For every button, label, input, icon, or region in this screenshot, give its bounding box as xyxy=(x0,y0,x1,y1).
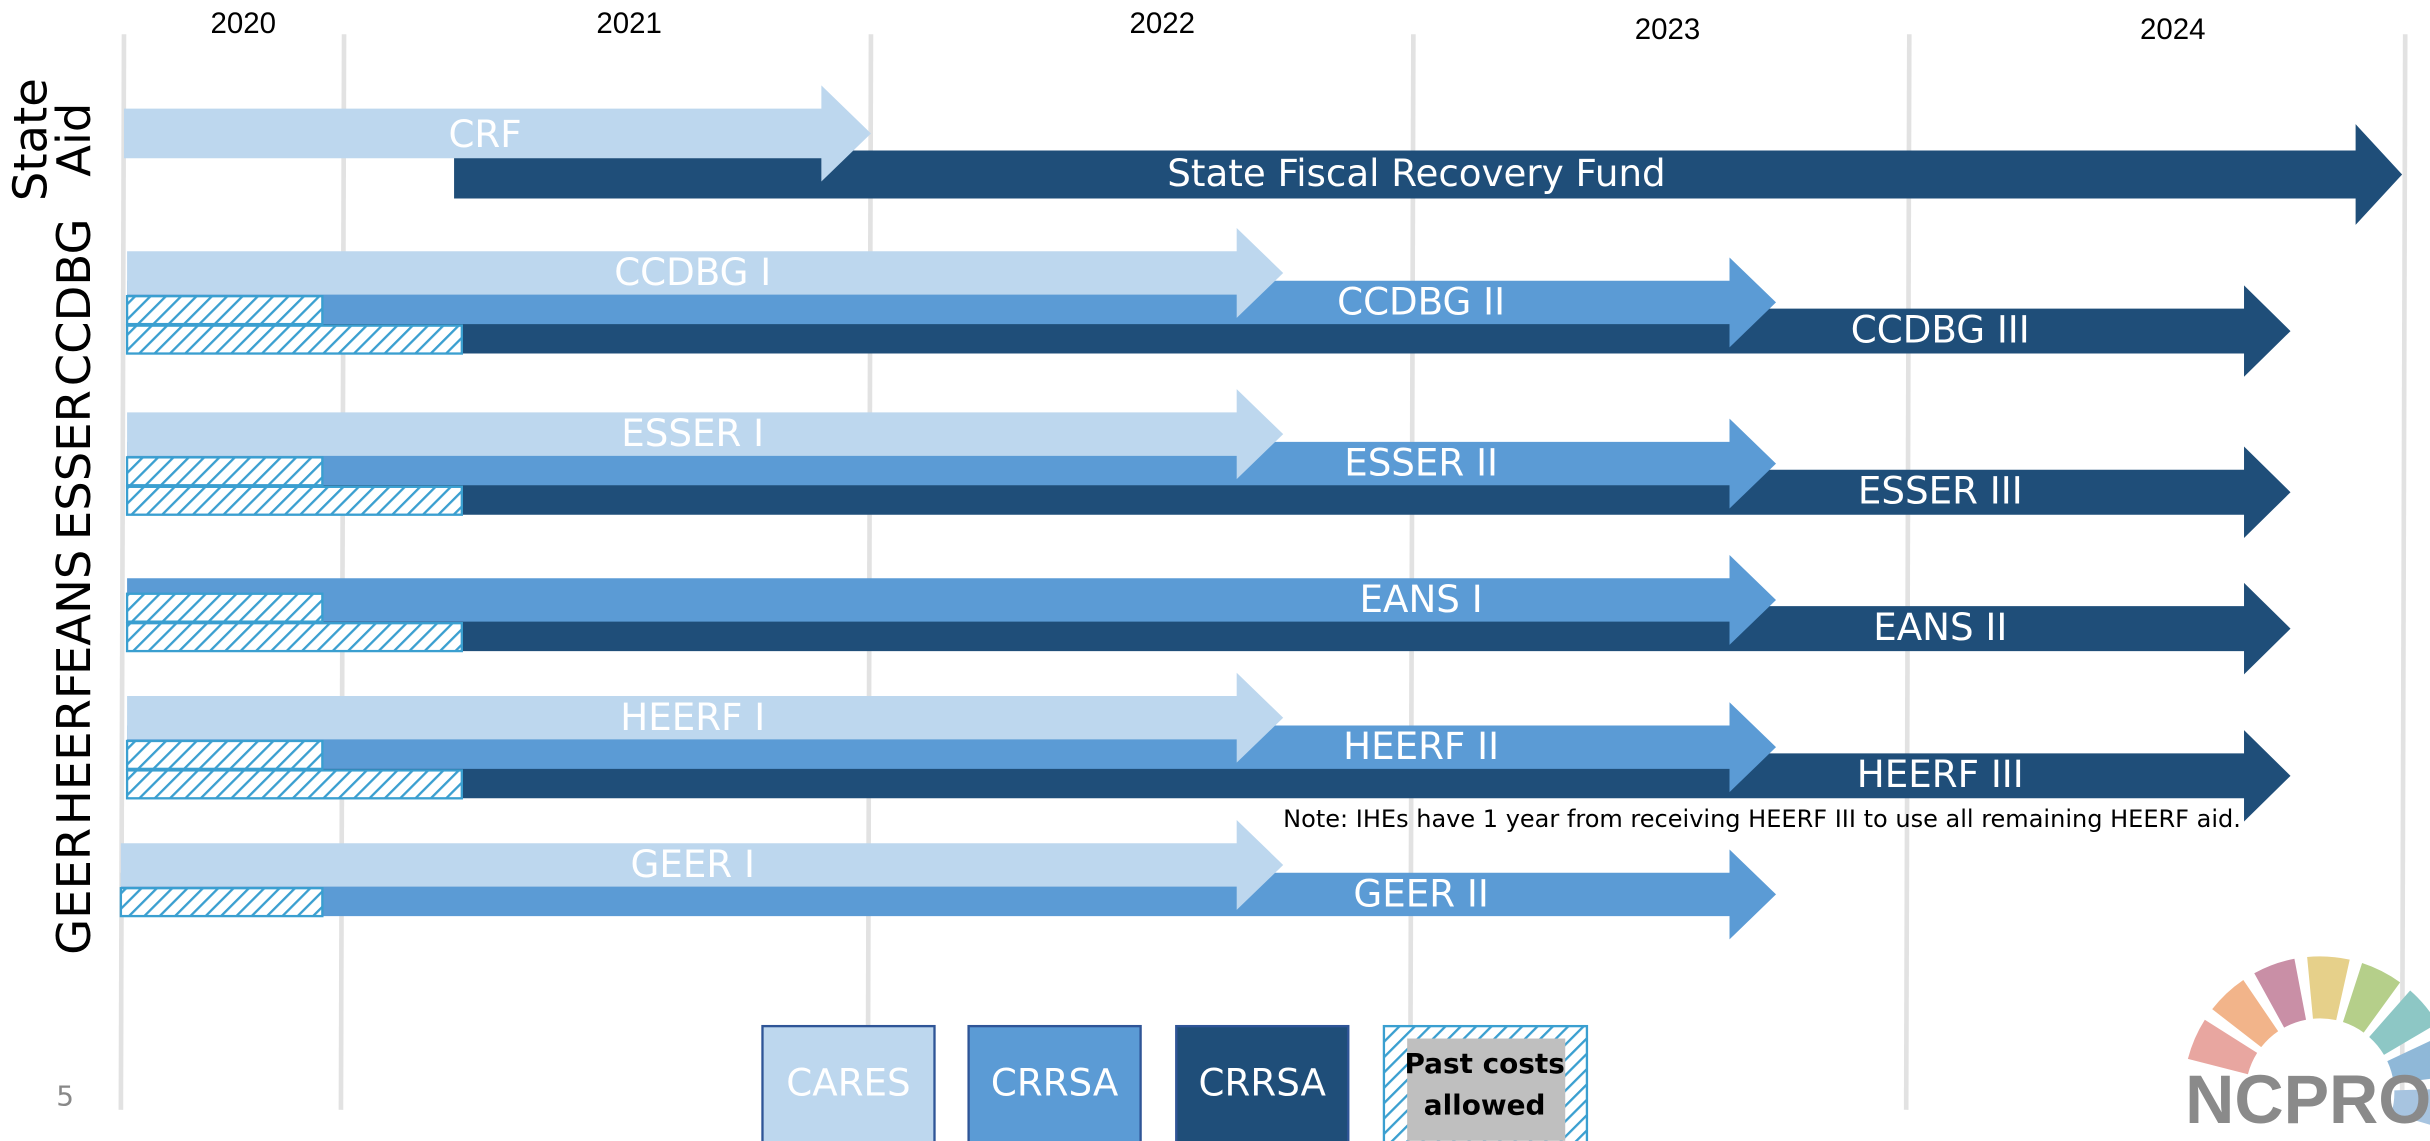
arrow xyxy=(127,389,1284,480)
past-costs-hatch xyxy=(125,485,463,516)
legend-label: CRRSA xyxy=(991,1061,1119,1105)
logo: NCPRO xyxy=(2185,956,2430,1138)
logo-wedge xyxy=(2212,979,2279,1048)
logo-wedge xyxy=(2254,958,2307,1028)
arrow xyxy=(127,582,2291,675)
year-label: 2022 xyxy=(1130,7,1196,40)
arrow-label: EANS II xyxy=(1873,605,2007,649)
arrow xyxy=(120,820,1284,910)
grid-line xyxy=(338,34,347,1110)
legend-label: Past costs xyxy=(1405,1047,1565,1080)
logo-wedge xyxy=(2391,1089,2430,1125)
row-label: HEERF xyxy=(47,672,101,825)
year-label: 2020 xyxy=(211,7,277,40)
legend-label: CARES xyxy=(786,1061,910,1105)
legend-label: CRRSA xyxy=(1199,1061,1327,1105)
legend-swatch xyxy=(967,1024,1142,1141)
logo-wedge xyxy=(2307,956,2350,1021)
legend-label: allowed xyxy=(1424,1089,1546,1122)
arrow-label: GEER I xyxy=(631,842,755,886)
arrow xyxy=(127,672,1284,763)
past-costs-hatch xyxy=(119,887,324,918)
year-label: 2023 xyxy=(1635,13,1701,46)
logo-wedge xyxy=(2387,1040,2430,1084)
row-label: CCDBG xyxy=(47,218,101,386)
year-label: 2024 xyxy=(2140,13,2206,46)
arrow-label: HEERF III xyxy=(1857,752,2024,796)
logo-wedge xyxy=(2342,963,2401,1033)
arrow-label: CCDBG I xyxy=(614,250,771,294)
row-label: GEER xyxy=(47,828,101,955)
page-number: 5 xyxy=(56,1079,74,1112)
arrow xyxy=(127,555,1777,645)
logo-fan xyxy=(2187,956,2430,1125)
grid-line xyxy=(865,34,874,1110)
legend-swatch xyxy=(1175,1024,1350,1141)
note: Note: IHEs have 1 year from receiving HE… xyxy=(1283,805,2241,833)
arrow xyxy=(127,228,1284,318)
arrow-label: HEERF II xyxy=(1343,724,1499,768)
past-costs-hatch xyxy=(125,295,324,326)
past-costs-hatch xyxy=(125,456,324,487)
past-costs-hatch xyxy=(125,769,463,800)
arrow-label: HEERF I xyxy=(620,695,765,739)
grid-line xyxy=(1407,34,1416,1110)
logo-text: NCPRO xyxy=(2185,1062,2430,1138)
year-grid xyxy=(118,34,2408,1110)
arrow xyxy=(127,730,2291,822)
arrow xyxy=(454,124,2403,225)
arrow-label: CRF xyxy=(448,112,521,156)
grid-line xyxy=(2399,34,2408,1110)
arrow-label: State Fiscal Recovery Fund xyxy=(1167,151,1665,195)
arrow-label: ESSER III xyxy=(1858,469,2023,513)
row-label: ESSER xyxy=(47,390,101,540)
arrow xyxy=(120,849,1777,940)
arrow xyxy=(127,418,1777,509)
logo-wedge xyxy=(2187,1019,2258,1075)
row-label: Aid xyxy=(47,103,101,177)
arrow-label: GEER II xyxy=(1353,871,1488,915)
labels: 2020 2021 2022 2023 2024 CRF State Fiscal Reco… xyxy=(4,7,2241,1141)
arrow xyxy=(127,446,2291,538)
arrow-label: CCDBG II xyxy=(1337,279,1505,323)
arrows xyxy=(119,85,2403,940)
row-label: EANS xyxy=(47,550,101,675)
past-costs-hatch xyxy=(125,739,324,771)
past-costs-hatch xyxy=(125,324,463,355)
arrow-label: ESSER II xyxy=(1344,441,1498,485)
arrow-label: ESSER I xyxy=(621,411,764,455)
past-costs-hatch xyxy=(125,622,463,653)
arrow-label: CCDBG III xyxy=(1851,307,2030,351)
legend-swatch xyxy=(761,1024,936,1141)
legend-inner xyxy=(1407,1038,1566,1141)
arrow xyxy=(127,257,1777,348)
arrow xyxy=(127,702,1777,793)
arrow-label: EANS I xyxy=(1360,577,1483,621)
grid-line xyxy=(118,34,127,1110)
logo-wedge xyxy=(2369,990,2430,1055)
past-costs-hatch xyxy=(125,592,324,623)
arrow xyxy=(127,285,2291,377)
row-label: State xyxy=(4,78,58,201)
year-label: 2021 xyxy=(596,7,661,40)
grid-line xyxy=(1903,34,1912,1110)
arrow xyxy=(123,85,871,182)
